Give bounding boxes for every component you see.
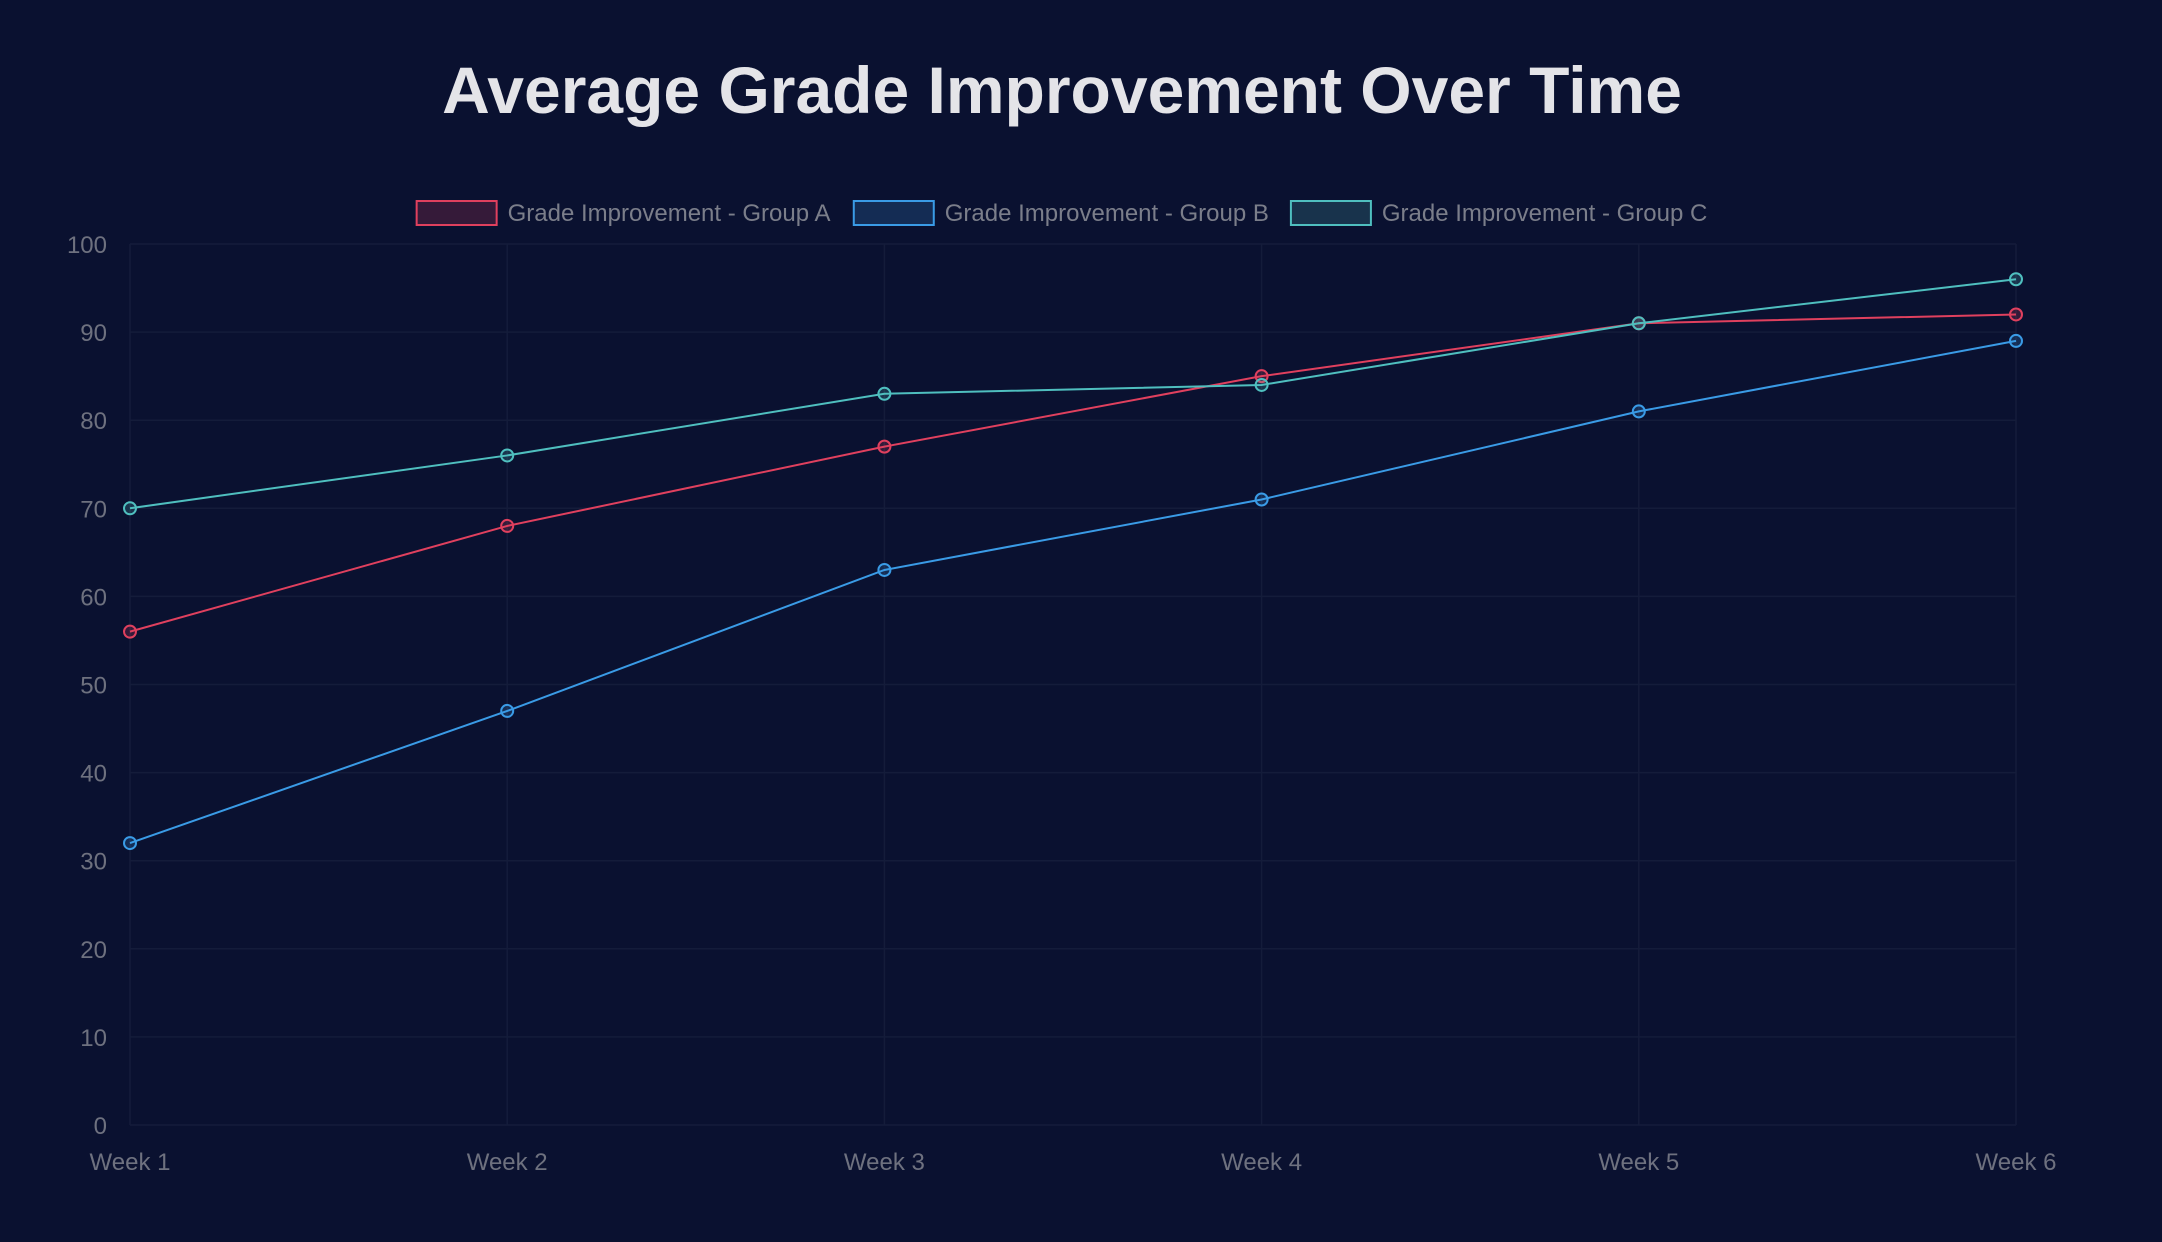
y-tick-label: 90 — [80, 320, 107, 347]
series-line — [129, 313, 2017, 633]
legend-swatch — [1289, 200, 1372, 226]
data-point[interactable] — [123, 836, 137, 851]
legend-item-b[interactable]: Grade Improvement - Group B — [852, 200, 1269, 227]
y-tick-label: 80 — [80, 408, 107, 435]
data-point[interactable] — [2009, 333, 2023, 348]
data-point[interactable] — [2009, 272, 2023, 287]
y-tick-label: 100 — [67, 232, 107, 259]
legend-item-a[interactable]: Grade Improvement - Group A — [415, 200, 831, 227]
data-point[interactable] — [1631, 404, 1646, 419]
data-point[interactable] — [877, 439, 892, 454]
series-c — [123, 272, 2023, 516]
legend-swatch — [852, 200, 935, 226]
y-tick-label: 30 — [80, 849, 107, 876]
data-point[interactable] — [500, 448, 515, 463]
data-point[interactable] — [500, 518, 515, 533]
x-tick-label: Week 2 — [467, 1149, 548, 1176]
series-b — [123, 333, 2023, 851]
legend-label: Grade Improvement - Group C — [1382, 200, 1707, 227]
y-axis: 0 10 20 30 40 50 60 70 80 90 100 — [67, 232, 107, 1140]
x-tick-label: Week 6 — [1976, 1149, 2057, 1176]
y-tick-label: 20 — [80, 937, 107, 964]
x-axis: Week 1 Week 2 Week 3 Week 4 Week 5 Week 6 — [90, 1149, 2057, 1176]
legend-label: Grade Improvement - Group A — [508, 200, 831, 227]
legend-label: Grade Improvement - Group B — [945, 200, 1269, 227]
data-point[interactable] — [123, 624, 137, 639]
series-line — [129, 339, 2017, 845]
legend: Grade Improvement - Group A Grade Improve… — [415, 200, 1707, 227]
data-point[interactable] — [877, 386, 892, 401]
y-tick-label: 10 — [80, 1025, 107, 1052]
data-point[interactable] — [1631, 316, 1646, 331]
data-point[interactable] — [500, 703, 515, 718]
x-tick-label: Week 5 — [1598, 1149, 1679, 1176]
data-point[interactable] — [123, 501, 137, 516]
data-point[interactable] — [1254, 492, 1269, 507]
x-tick-label: Week 4 — [1221, 1149, 1302, 1176]
y-tick-label: 60 — [80, 584, 107, 611]
y-tick-label: 40 — [80, 761, 107, 788]
y-tick-label: 70 — [80, 496, 107, 523]
chart-title: Average Grade Improvement Over Time — [442, 53, 1682, 127]
data-point[interactable] — [2009, 307, 2023, 322]
series-a — [123, 307, 2023, 639]
grid-lines — [129, 243, 2017, 1126]
legend-swatch — [415, 200, 498, 226]
x-tick-label: Week 1 — [90, 1149, 171, 1176]
series-line — [129, 278, 2017, 510]
y-tick-label: 50 — [80, 673, 107, 700]
data-point[interactable] — [1254, 377, 1269, 392]
y-tick-label: 0 — [94, 1113, 107, 1140]
x-tick-label: Week 3 — [844, 1149, 925, 1176]
data-point[interactable] — [877, 562, 892, 577]
legend-item-c[interactable]: Grade Improvement - Group C — [1289, 200, 1707, 227]
series-lines — [123, 272, 2023, 851]
